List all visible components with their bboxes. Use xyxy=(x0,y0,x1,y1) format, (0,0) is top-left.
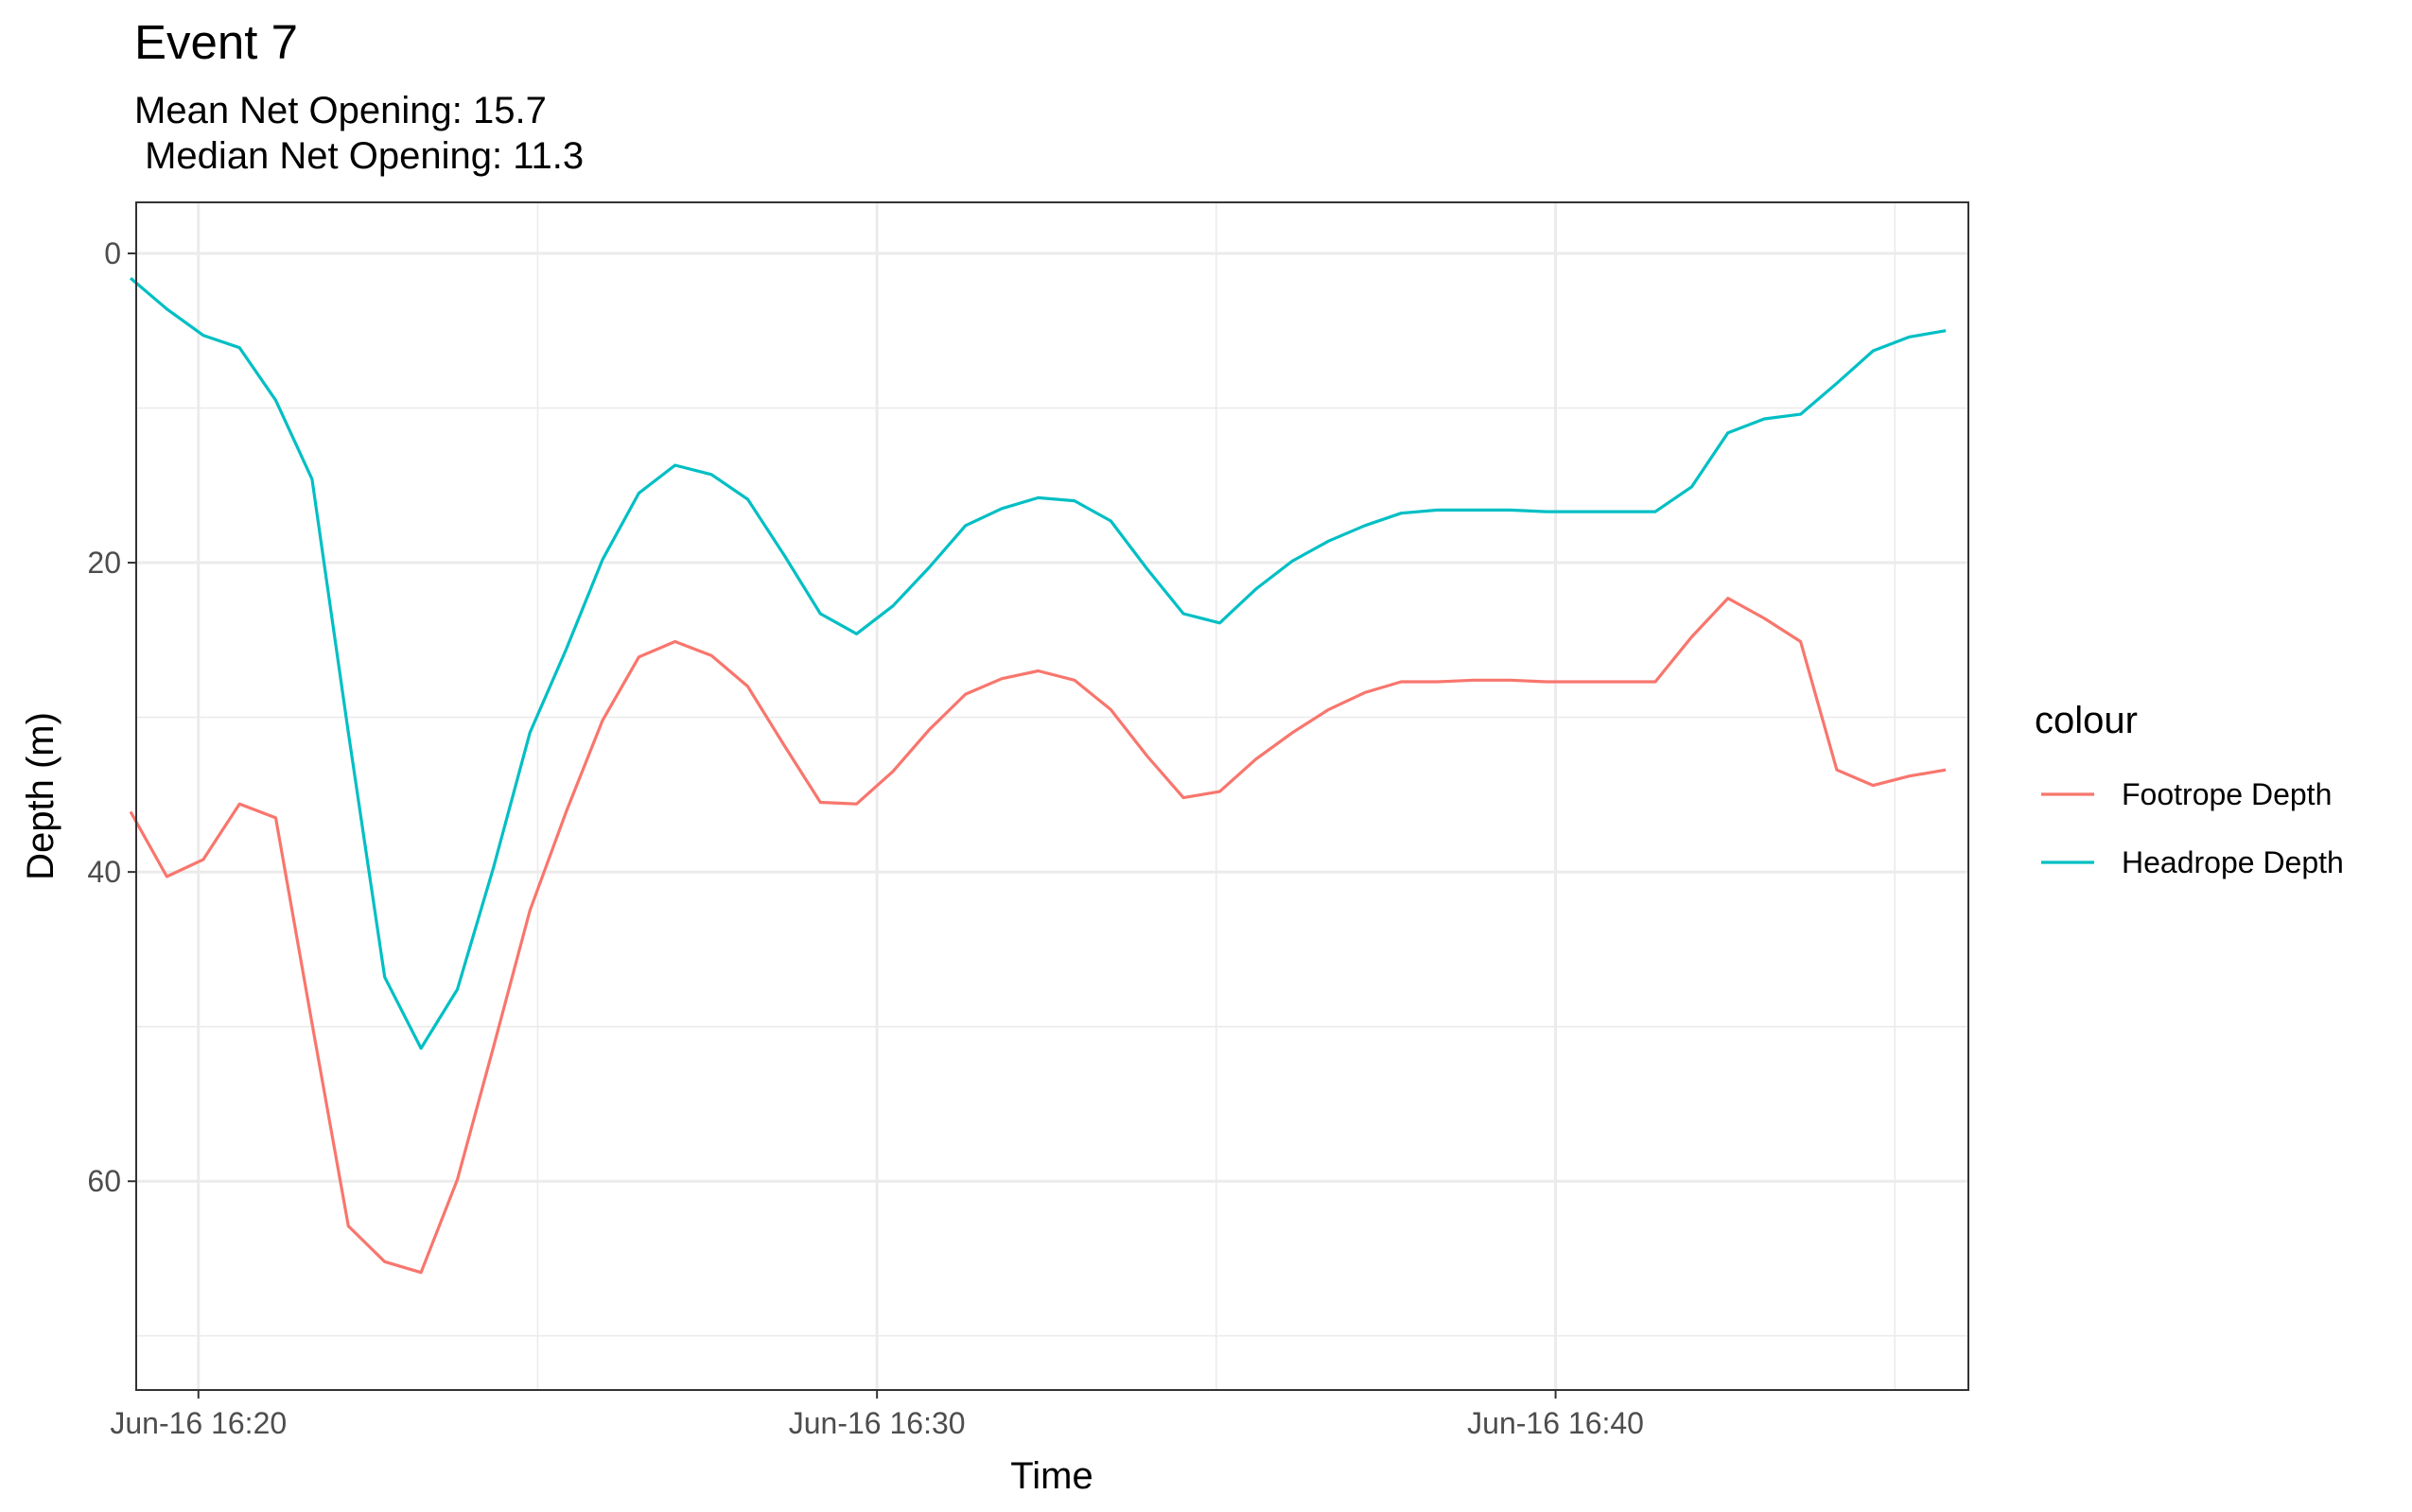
chart-title: Event 7 xyxy=(134,15,298,69)
plot-panel xyxy=(129,201,1969,1391)
legend: colour Footrope Depth Headrope Depth xyxy=(2035,700,2344,879)
x-tick-label: Jun-16 16:20 xyxy=(110,1406,287,1440)
footrope-depth-line xyxy=(129,597,1947,1275)
legend-label-headrope-depth: Headrope Depth xyxy=(2122,845,2344,879)
chart-subtitle-line-1: Mean Net Opening: 15.7 xyxy=(134,90,547,131)
x-axis: Jun-16 16:20 Jun-16 16:30 Jun-16 16:40 xyxy=(110,1390,1644,1440)
y-tick-label: 40 xyxy=(87,855,121,889)
data-series xyxy=(129,276,1947,1275)
chart-subtitle-line-2: Median Net Opening: 11.3 xyxy=(134,135,584,177)
x-tick-label: Jun-16 16:30 xyxy=(789,1406,966,1440)
y-tick-label: 60 xyxy=(87,1164,121,1198)
legend-label-footrope-depth: Footrope Depth xyxy=(2122,777,2332,811)
y-axis-title: Depth (m) xyxy=(20,712,61,880)
major-gridlines xyxy=(136,202,1968,1390)
x-axis-title: Time xyxy=(1010,1455,1092,1497)
y-tick-label: 20 xyxy=(87,546,121,580)
y-tick-label: 0 xyxy=(104,236,121,270)
headrope-depth-line xyxy=(129,276,1947,1051)
x-tick-label: Jun-16 16:40 xyxy=(1467,1406,1644,1440)
y-axis: 0 20 40 60 xyxy=(87,236,136,1198)
minor-gridlines xyxy=(136,202,1968,1390)
legend-title: colour xyxy=(2035,700,2138,741)
panel-background xyxy=(136,202,1968,1390)
panel-border xyxy=(135,201,1969,1391)
